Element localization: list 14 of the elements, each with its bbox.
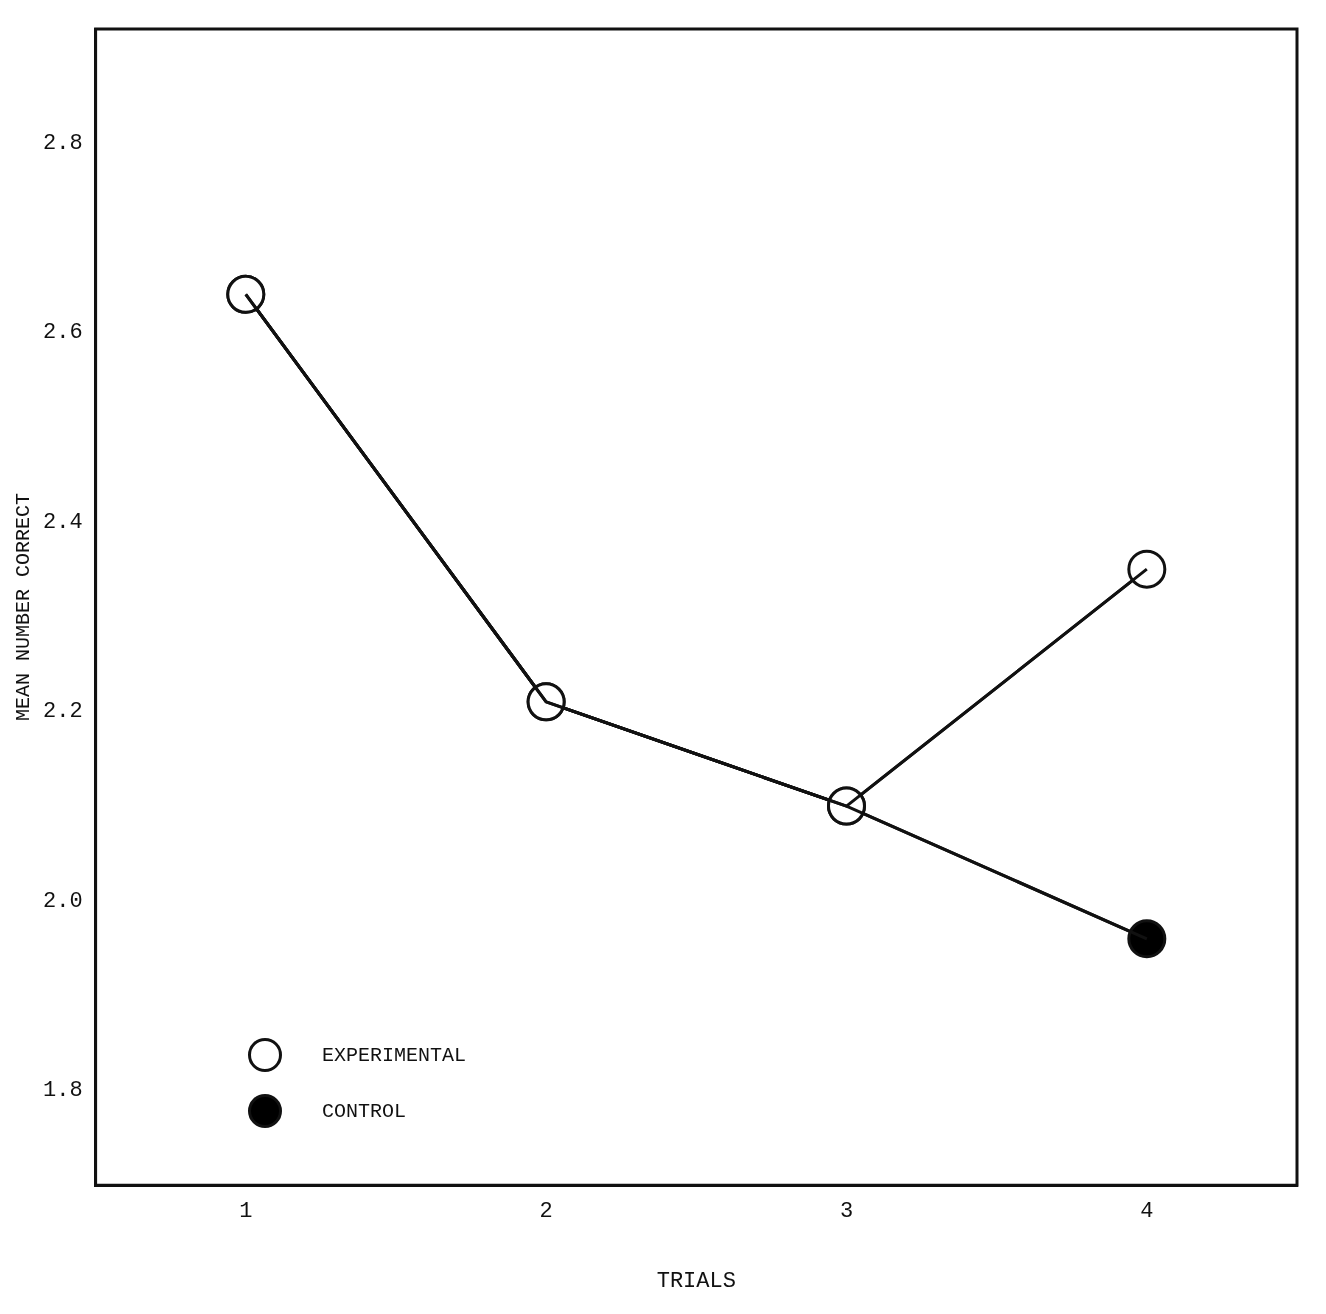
x-tick-label: 1 xyxy=(239,1199,253,1225)
legend-label: EXPERIMENTAL xyxy=(322,1043,467,1067)
x-tick-label: 3 xyxy=(839,1199,854,1225)
x-axis-title: TRIALS xyxy=(656,1268,736,1294)
legend-label: CONTROL xyxy=(322,1099,407,1123)
y-tick-label: 2.6 xyxy=(43,320,83,346)
y-tick-label: 2.4 xyxy=(43,509,83,535)
y-tick-label: 2.0 xyxy=(43,888,83,914)
y-axis-title: MEAN NUMBER CORRECT xyxy=(12,493,36,722)
y-tick-label: 2.8 xyxy=(43,130,83,156)
y-tick-label: 1.8 xyxy=(43,1078,83,1104)
y-tick-label: 2.2 xyxy=(43,699,83,725)
x-tick-label: 2 xyxy=(539,1199,553,1225)
x-tick-label: 4 xyxy=(1140,1199,1154,1225)
